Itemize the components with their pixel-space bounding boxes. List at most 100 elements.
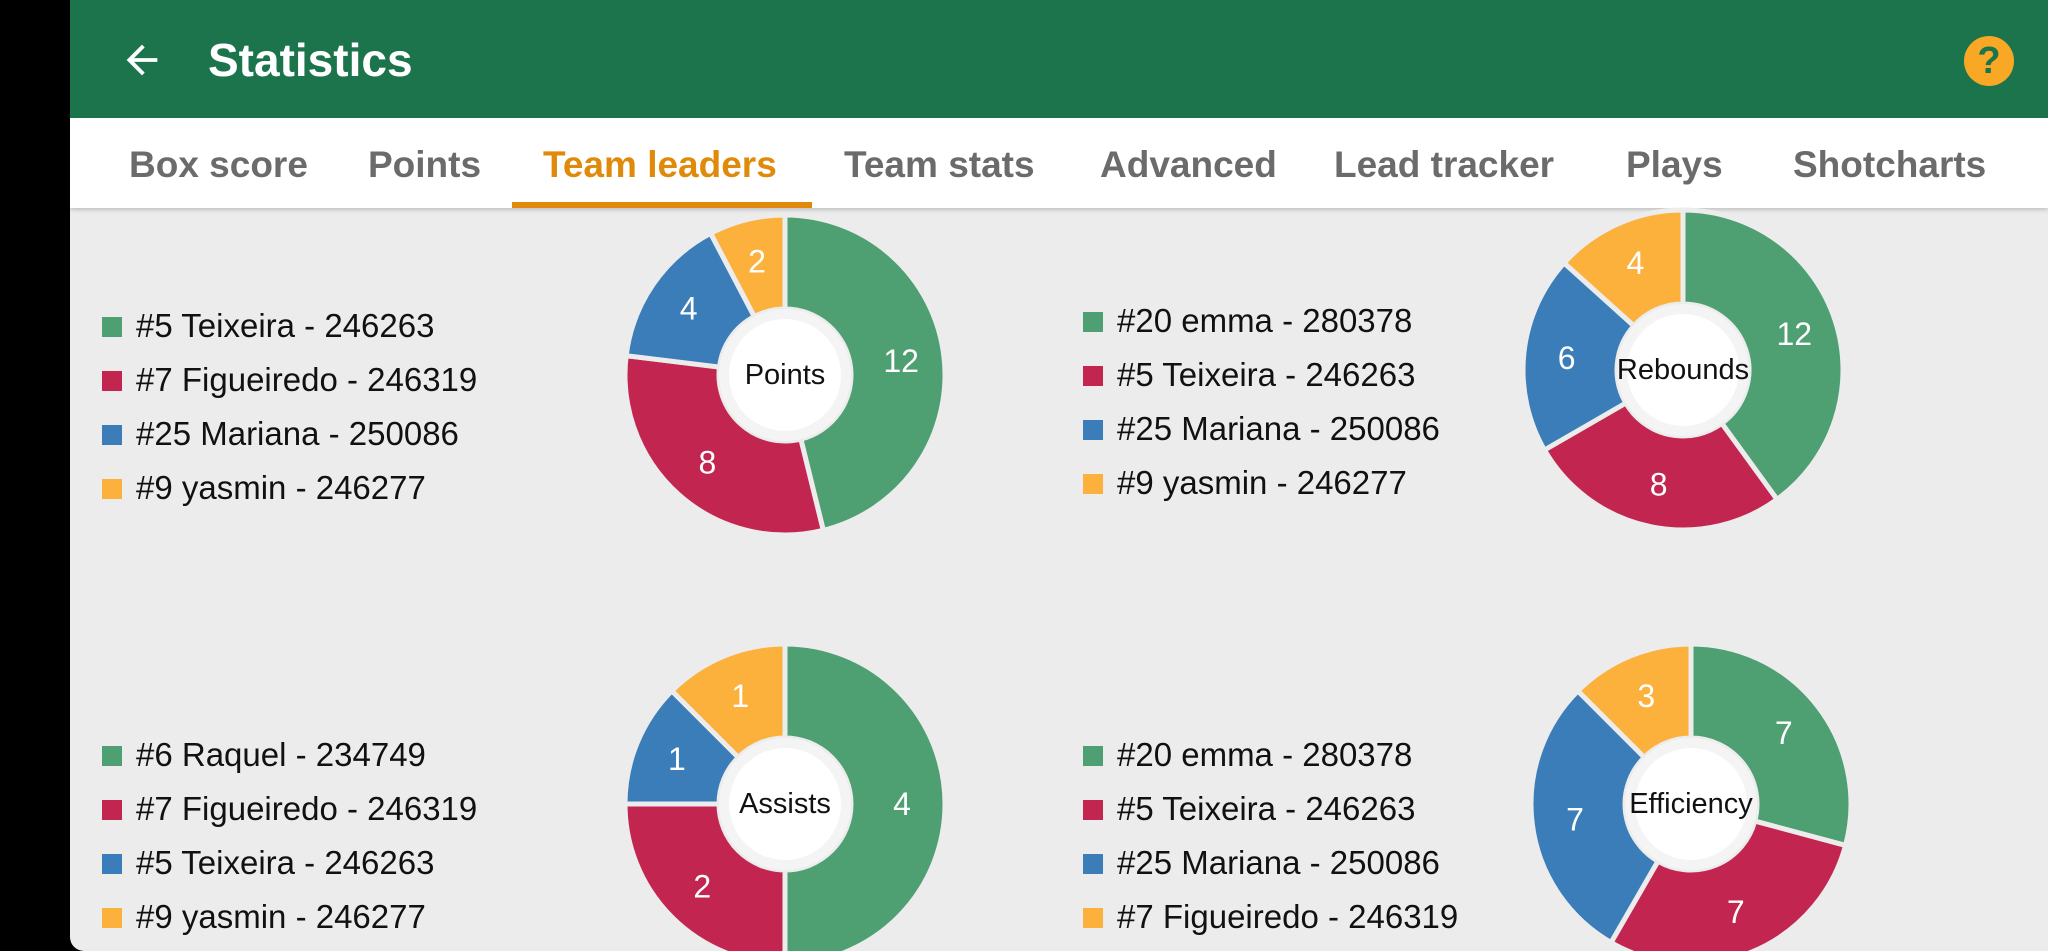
slice-value-label: 6: [1558, 340, 1576, 376]
page-title: Statistics: [208, 34, 413, 86]
legend-swatch: [1083, 908, 1103, 928]
slice-value-label: 7: [1727, 894, 1745, 930]
slice-value-label: 8: [1650, 466, 1668, 502]
tab-team-leaders[interactable]: Team leaders: [543, 144, 777, 185]
assists-legend: #6 Raquel - 234749 #7 Figueiredo - 24631…: [102, 728, 477, 944]
donut-slice: [668, 641, 788, 761]
app-bar: Statistics ?: [70, 0, 2048, 118]
slice-value-label: 1: [668, 741, 686, 777]
back-button[interactable]: [112, 30, 172, 90]
legend-item: #5 Teixeira - 246263: [102, 299, 477, 353]
slice-value-label: 8: [699, 445, 717, 481]
donut-slice: [1560, 207, 1686, 330]
donut-slice: [782, 212, 948, 534]
slice-value-label: 4: [893, 786, 911, 822]
legend-item: #9 yasmin - 246277: [102, 461, 477, 515]
donut-slice: [707, 212, 788, 320]
legend-swatch: [1083, 746, 1103, 766]
legend-item: #7 Figueiredo - 246319: [102, 353, 477, 407]
legend-item: #20 emma - 280378: [1083, 728, 1458, 782]
legend-item: #7 Figueiredo - 246319: [1083, 890, 1458, 944]
legend-item: #25 Mariana - 250086: [1083, 402, 1440, 456]
rebounds-donut-chart: 12 8 6 4 Rebounds: [1513, 200, 1853, 540]
legend-swatch: [102, 317, 122, 337]
slice-value-label: 4: [1627, 245, 1645, 281]
tab-bar: Box score Points Team leaders Team stats…: [70, 118, 2048, 208]
donut-slice: [1520, 259, 1638, 454]
slice-value-label: 2: [693, 869, 711, 905]
active-tab-indicator: [512, 202, 812, 208]
donut-center: [729, 319, 841, 431]
slice-value-label: 7: [1566, 801, 1584, 837]
donut-center-label: Points: [745, 359, 826, 391]
question-mark-icon: ?: [1977, 40, 2001, 82]
donut-slice: [1541, 399, 1781, 533]
legend-swatch: [102, 854, 122, 874]
tab-lead-tracker[interactable]: Lead tracker: [1334, 144, 1555, 185]
tab-team-stats[interactable]: Team stats: [844, 144, 1035, 185]
legend-item: #6 Raquel - 234749: [102, 728, 477, 782]
legend-swatch: [1083, 366, 1103, 386]
legend-swatch: [1083, 420, 1103, 440]
slice-value-label: 7: [1775, 715, 1793, 751]
donut-center-label: Assists: [739, 788, 831, 820]
legend-swatch: [102, 479, 122, 499]
help-button[interactable]: ?: [1964, 36, 2014, 86]
donut-slice: [782, 641, 948, 951]
slice-value-label: 12: [1776, 316, 1812, 352]
legend-swatch: [1083, 312, 1103, 332]
efficiency-donut-svg: 7 7 7 3 Efficiency: [1528, 641, 1854, 951]
donut-center: [1627, 314, 1739, 426]
donut-slice: [1688, 641, 1854, 849]
slice-value-label: 12: [883, 343, 919, 379]
rebounds-donut-svg: 12 8 6 4 Rebounds: [1520, 207, 1846, 533]
tab-box-score[interactable]: Box score: [129, 144, 308, 185]
points-donut-svg: 12 8 4 2 Points: [622, 212, 948, 538]
legend-swatch: [102, 425, 122, 445]
legend-swatch: [102, 908, 122, 928]
arrow-left-icon: [126, 44, 158, 76]
donut-slice: [622, 801, 788, 951]
legend-item: #25 Mariana - 250086: [1083, 836, 1458, 890]
donut-slice: [1528, 687, 1662, 946]
efficiency-legend: #20 emma - 280378 #5 Teixeira - 246263 #…: [1083, 728, 1458, 944]
donut-center-label: Rebounds: [1617, 354, 1749, 386]
assists-donut-svg: 4 2 1 1 Assists: [622, 641, 948, 951]
donut-center-label: Efficiency: [1629, 788, 1753, 820]
rebounds-legend: #20 emma - 280378 #5 Teixeira - 246263 #…: [1083, 294, 1440, 510]
donut-center: [1635, 748, 1747, 860]
slice-value-label: 1: [731, 678, 749, 714]
legend-item: #5 Teixeira - 246263: [1083, 782, 1458, 836]
legend-swatch: [102, 800, 122, 820]
legend-swatch: [1083, 800, 1103, 820]
slice-value-label: 4: [680, 291, 698, 327]
legend-item: #5 Teixeira - 246263: [1083, 348, 1440, 402]
efficiency-donut-chart: 7 7 7 3 Efficiency: [1521, 634, 1861, 951]
donut-slice: [1574, 641, 1694, 761]
tab-shotcharts[interactable]: Shotcharts: [1793, 144, 1987, 185]
assists-donut-chart: 4 2 1 1 Assists: [615, 634, 955, 951]
legend-item: #7 Figueiredo - 246319: [102, 782, 477, 836]
tab-points[interactable]: Points: [368, 144, 482, 185]
tab-plays[interactable]: Plays: [1626, 144, 1723, 185]
donut-slice: [623, 229, 758, 370]
points-legend: #5 Teixeira - 246263 #7 Figueiredo - 246…: [102, 299, 477, 515]
donut-slice: [1680, 207, 1846, 503]
points-donut-chart: 12 8 4 2 Points: [615, 205, 955, 545]
legend-item: #9 yasmin - 246277: [102, 890, 477, 944]
legend-swatch: [102, 746, 122, 766]
legend-item: #5 Teixeira - 246263: [102, 836, 477, 890]
legend-item: #20 emma - 280378: [1083, 294, 1440, 348]
donut-slice: [622, 352, 827, 538]
tab-advanced[interactable]: Advanced: [1100, 144, 1277, 185]
slice-value-label: 2: [748, 243, 766, 279]
legend-swatch: [1083, 474, 1103, 494]
legend-item: #25 Mariana - 250086: [102, 407, 477, 461]
donut-center: [729, 748, 841, 860]
slice-value-label: 3: [1637, 678, 1655, 714]
legend-item: #9 yasmin - 246277: [1083, 456, 1440, 510]
statistics-screen: Statistics ? Box score Points Team leade…: [70, 0, 2048, 951]
donut-slice: [1607, 818, 1849, 951]
legend-swatch: [1083, 854, 1103, 874]
legend-swatch: [102, 371, 122, 391]
